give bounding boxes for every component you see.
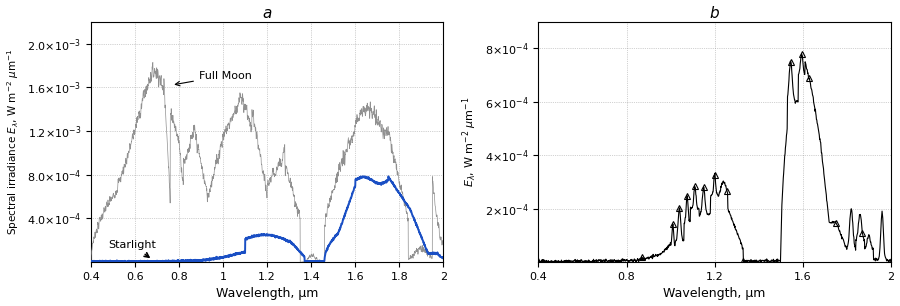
- Text: Starlight: Starlight: [109, 240, 157, 257]
- Title: b: b: [710, 6, 719, 21]
- X-axis label: Wavelength, μm: Wavelength, μm: [663, 287, 766, 300]
- Y-axis label: $E_\lambda$, W m$^{-2}$ $\mu$m$^{-1}$: $E_\lambda$, W m$^{-2}$ $\mu$m$^{-1}$: [461, 97, 480, 187]
- Text: Full Moon: Full Moon: [176, 71, 252, 86]
- Title: a: a: [263, 6, 272, 21]
- Y-axis label: Spectral irradiance $E_\lambda$, W m$^{-2}$ $\mu$m$^{-1}$: Spectral irradiance $E_\lambda$, W m$^{-…: [5, 49, 22, 235]
- X-axis label: Wavelength, μm: Wavelength, μm: [216, 287, 319, 300]
